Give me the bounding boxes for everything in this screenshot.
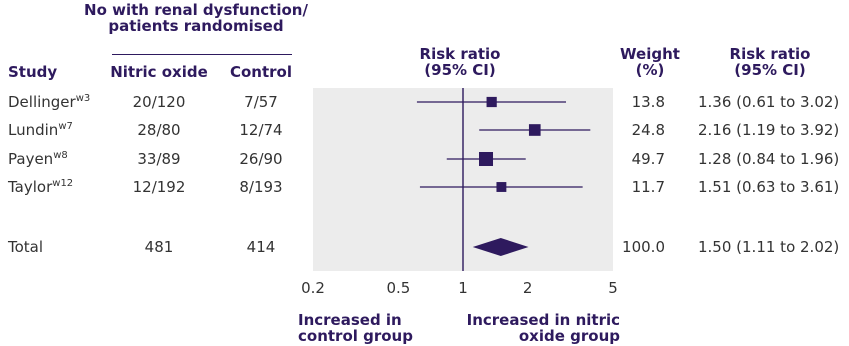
study-name-payen: Payenw8 (8, 150, 68, 168)
x-tick-label: 0.5 (386, 279, 410, 297)
study-name-text: Dellinger (8, 93, 76, 111)
total-label: Total (8, 238, 44, 256)
study-name-text: Taylor (8, 178, 53, 196)
study-name-text: Payen (8, 150, 54, 168)
total-nitric-oxide: 481 (144, 238, 174, 256)
risk-ratio-cell: 1.51 (0.63 to 3.61) (698, 178, 840, 196)
weight-cell: 49.7 (631, 150, 665, 168)
risk-ratio-cell: 2.16 (1.19 to 3.92) (698, 121, 840, 139)
study-ref: w8 (53, 150, 68, 161)
favours-control-line1: Increased in (298, 311, 402, 329)
group-title-underline (112, 54, 292, 55)
weight-header-line1: Weight (620, 45, 680, 63)
favours-nitric-oxide-label: Increased in nitric oxide group (440, 312, 620, 344)
group-title-line1: No with renal dysfunction/ (84, 1, 308, 19)
group-title-line2: patients randomised (108, 17, 284, 35)
risk-ratio-ci-header-line1: Risk ratio (729, 45, 811, 63)
total-risk-ratio: 1.50 (1.11 to 2.02) (698, 238, 840, 256)
risk-ratio-cell: 1.28 (0.84 to 1.96) (698, 150, 840, 168)
favours-nitric-oxide-line2: oxide group (518, 327, 620, 345)
control-cell: 8/193 (239, 178, 283, 196)
point-estimate (496, 182, 507, 192)
nitric-oxide-header: Nitric oxide (110, 63, 208, 81)
study-name-taylor: Taylorw12 (8, 178, 73, 196)
x-tick-label: 0.2 (301, 279, 325, 297)
weight-header: Weight (%) (610, 46, 690, 78)
control-header: Control (229, 63, 292, 81)
study-header: Study (8, 63, 58, 81)
control-cell: 26/90 (239, 150, 283, 168)
total-control: 414 (246, 238, 276, 256)
risk-ratio-plot-header-line2: (95% CI) (424, 61, 496, 79)
risk-ratio-plot-header: Risk ratio (95% CI) (380, 46, 540, 78)
weight-cell: 13.8 (631, 93, 665, 111)
x-tick-label: 5 (608, 279, 618, 297)
point-estimate (528, 124, 541, 136)
study-ref: w12 (52, 178, 74, 189)
study-ref: w7 (58, 121, 73, 132)
control-cell: 12/74 (239, 121, 283, 139)
nitric-oxide-cell: 28/80 (137, 121, 181, 139)
pooled-diamond (472, 238, 529, 256)
weight-cell: 24.8 (631, 121, 665, 139)
nitric-oxide-cell: 20/120 (132, 93, 186, 111)
risk-ratio-ci-header-line2: (95% CI) (734, 61, 806, 79)
favours-nitric-oxide-line1: Increased in nitric (466, 311, 620, 329)
weight-header-line2: (%) (635, 61, 665, 79)
study-name-dellinger: Dellingerw3 (8, 93, 90, 111)
weight-cell: 11.7 (631, 178, 665, 196)
x-tick-label: 2 (523, 279, 533, 297)
study-name-text: Lundin (8, 121, 59, 139)
point-estimate (479, 152, 494, 166)
risk-ratio-plot-header-line1: Risk ratio (419, 45, 501, 63)
favours-control-label: Increased in control group (298, 312, 413, 344)
control-cell: 7/57 (244, 93, 278, 111)
study-ref: w3 (75, 93, 91, 104)
study-name-lundin: Lundinw7 (8, 121, 73, 139)
group-title: No with renal dysfunction/ patients rand… (76, 2, 316, 34)
x-tick-label: 1 (458, 279, 468, 297)
nitric-oxide-cell: 12/192 (132, 178, 186, 196)
favours-control-line2: control group (298, 327, 413, 345)
point-estimate (486, 96, 497, 108)
nitric-oxide-cell: 33/89 (137, 150, 181, 168)
risk-ratio-ci-header: Risk ratio (95% CI) (700, 46, 840, 78)
risk-ratio-cell: 1.36 (0.61 to 3.02) (698, 93, 840, 111)
total-weight: 100.0 (622, 238, 665, 256)
